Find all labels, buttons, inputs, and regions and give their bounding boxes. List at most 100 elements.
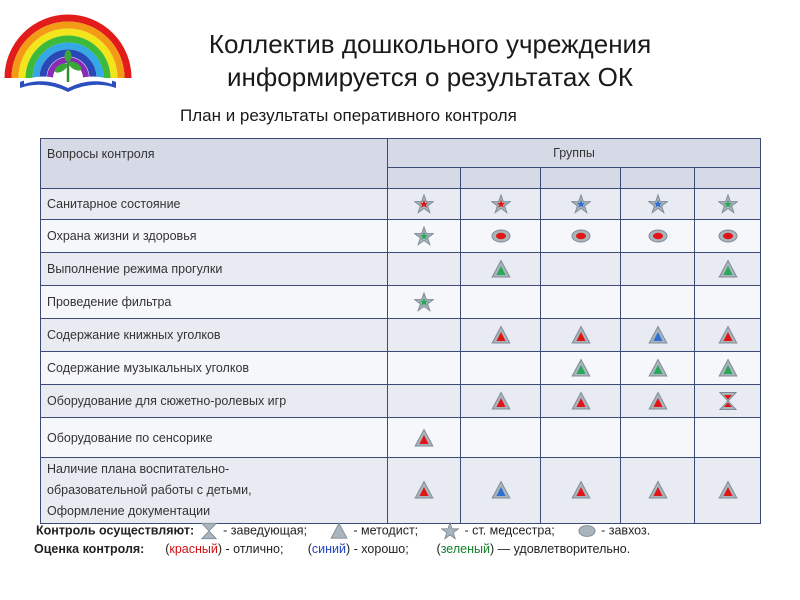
legend-paren: ): [217, 542, 223, 556]
circle-red-mark-icon: [491, 228, 511, 243]
triangle-red-mark-icon: [570, 325, 591, 344]
group-column-4: [620, 166, 695, 189]
star-red-mark-icon: [490, 193, 511, 214]
mark-cell: [694, 456, 761, 525]
column-header-groups: Группы: [387, 138, 761, 168]
triangle-red-mark-icon: [647, 480, 668, 499]
mark-cell: [460, 218, 541, 253]
page-subtitle: План и результаты оперативного контроля: [180, 106, 517, 125]
legend-methodist: - методист;: [353, 523, 419, 538]
triangle-icon: [330, 522, 348, 540]
mark-cell: [540, 351, 621, 386]
mark-cell: [694, 351, 761, 386]
triangle-green-mark-icon: [490, 259, 511, 278]
legend-paren: ): [346, 542, 351, 556]
mark-cell: [540, 187, 621, 220]
mark-cell: [694, 318, 761, 353]
legend-rating-label: Оценка контроля:: [34, 542, 145, 556]
triangle-green-mark-icon: [717, 259, 738, 278]
question-line: Наличие плана воспитательно-: [47, 461, 230, 476]
question-label: Наличие плана воспитательно- образовател…: [40, 456, 388, 525]
mark-cell: [540, 417, 621, 458]
star-icon: [441, 522, 459, 540]
legend-paren: ): [489, 542, 495, 556]
rainbow-book-logo: [4, 14, 132, 92]
star-blue-mark-icon: [647, 193, 668, 214]
mark-cell: [460, 456, 541, 525]
mark-cell: [460, 384, 541, 419]
circle-red-mark-icon: [571, 228, 591, 243]
legend-control-label: Контроль осуществляют:: [36, 523, 195, 538]
table-row: Содержание музыкальных уголков: [40, 351, 761, 386]
circle-red-mark-icon: [718, 228, 738, 243]
mark-cell: [620, 187, 695, 220]
group-column-2: [460, 166, 541, 189]
mark-cell: [387, 284, 461, 320]
triangle-red-mark-icon: [570, 391, 591, 410]
mark-cell: [387, 318, 461, 353]
mark-cell: [460, 284, 541, 320]
control-plan-table: Вопросы контроля Группы Санитарное состо…: [40, 138, 761, 525]
question-label: Проведение фильтра: [40, 284, 388, 320]
legend-red-word: красный: [169, 542, 218, 556]
legend-manager: - заведующая;: [223, 523, 308, 538]
triangle-red-mark-icon: [570, 480, 591, 499]
page-title: Коллектив дошкольного учреждения информи…: [150, 28, 710, 94]
triangle-red-mark-icon: [490, 391, 511, 410]
question-label: Выполнение режима прогулки: [40, 251, 388, 286]
question-line: Оформление документации: [47, 503, 211, 518]
mark-cell: [694, 284, 761, 320]
legend-paren: (: [165, 542, 170, 556]
title-line-1: Коллектив дошкольного учреждения: [208, 29, 652, 59]
triangle-blue-mark-icon: [647, 325, 668, 344]
mark-cell: [460, 251, 541, 286]
mark-cell: [387, 456, 461, 525]
mark-cell: [387, 251, 461, 286]
mark-cell: [540, 284, 621, 320]
question-label: Оборудование для сюжетно-ролевых игр: [40, 384, 388, 419]
triangle-red-mark-icon: [490, 325, 511, 344]
mark-cell: [460, 318, 541, 353]
mark-cell: [620, 384, 695, 419]
star-green-mark-icon: [717, 193, 738, 214]
mark-cell: [620, 218, 695, 253]
mark-cell: [460, 351, 541, 386]
legend-paren: (: [307, 542, 312, 556]
mark-cell: [620, 284, 695, 320]
legend-red-desc: - отлично;: [225, 542, 284, 556]
triangle-red-mark-icon: [717, 325, 738, 344]
mark-cell: [620, 417, 695, 458]
legend-supply: - завхоз.: [601, 523, 651, 538]
triangle-green-mark-icon: [570, 358, 591, 377]
mark-cell: [387, 187, 461, 220]
legend-controllers: Контроль осуществляют: - заведующая; - м…: [36, 522, 800, 540]
mark-cell: [460, 187, 541, 220]
triangle-green-mark-icon: [647, 358, 668, 377]
mark-cell: [694, 218, 761, 253]
table-row: Выполнение режима прогулки: [40, 251, 761, 286]
legend-green-desc: — удовлетворительно.: [497, 542, 631, 556]
column-header-questions: Вопросы контроля: [40, 138, 388, 189]
question-line: образовательной работы с детьми,: [47, 482, 252, 497]
legend-green-word: зеленый: [440, 542, 490, 556]
question-label: Содержание книжных уголков: [40, 318, 388, 353]
mark-cell: [387, 218, 461, 253]
mark-cell: [620, 456, 695, 525]
legend-rating: Оценка контроля: (красный) - отлично; (с…: [34, 542, 800, 556]
mark-cell: [620, 318, 695, 353]
mark-cell: [540, 251, 621, 286]
mark-cell: [694, 417, 761, 458]
table-row: Санитарное состояние: [40, 187, 761, 220]
question-label: Содержание музыкальных уголков: [40, 351, 388, 386]
table-row: Наличие плана воспитательно- образовател…: [40, 456, 761, 525]
mark-cell: [620, 251, 695, 286]
star-green-mark-icon: [414, 291, 434, 312]
mark-cell: [540, 218, 621, 253]
title-line-2: информируется о результатах ОК: [227, 62, 633, 92]
triangle-green-mark-icon: [717, 358, 738, 377]
triangle-blue-mark-icon: [490, 480, 511, 499]
hourglass-red-mark-icon: [718, 392, 738, 411]
mark-cell: [540, 318, 621, 353]
table-row: Оборудование для сюжетно-ролевых игр: [40, 384, 761, 419]
mark-cell: [694, 187, 761, 220]
